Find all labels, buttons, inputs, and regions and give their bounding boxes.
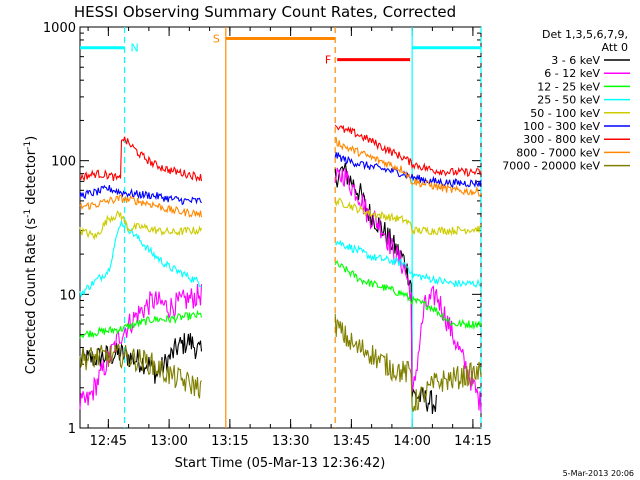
y-axis-label: Corrected Count Rate (s-1 detector-1) [23, 136, 39, 374]
x-tick-label: 14:00 [393, 434, 430, 449]
legend-label: 7000 - 20000 keV [502, 160, 600, 173]
y-axis-label-sup2: -1 [23, 141, 33, 150]
x-tick-label: 12:45 [90, 434, 127, 449]
series-line [79, 136, 203, 183]
legend-label: 50 - 100 keV [530, 107, 600, 120]
y-axis-label-main: Corrected Count Rate (s [24, 218, 39, 375]
series-line [79, 184, 202, 206]
legend-label: 3 - 6 keV [551, 54, 600, 67]
x-tick-label: 13:45 [333, 434, 370, 449]
x-axis-label: Start Time (05-Mar-13 12:36:42) [175, 456, 386, 471]
x-tick-label: 14:15 [454, 434, 491, 449]
series-line [79, 194, 203, 219]
series-line [334, 259, 482, 331]
chart-title: HESSI Observing Summary Count Rates, Cor… [74, 3, 456, 21]
series-line [334, 197, 482, 237]
series-line [79, 220, 202, 297]
legend-label: 25 - 50 keV [537, 94, 600, 107]
legend-label: 800 - 7000 keV [516, 146, 600, 159]
legend-label: 300 - 800 keV [523, 133, 600, 146]
status-bar-label: N [131, 42, 139, 55]
y-tick-label: 1000 [43, 21, 76, 36]
series-line [334, 136, 482, 197]
series-line [79, 283, 203, 410]
legend-label: 6 - 12 keV [544, 67, 600, 80]
series-line [334, 313, 482, 412]
series-line [334, 167, 482, 413]
x-tick-label: 13:00 [150, 434, 187, 449]
series-line [334, 239, 482, 289]
y-tick-label: 100 [51, 155, 76, 170]
x-tick-label: 13:30 [272, 434, 309, 449]
series-line [79, 309, 203, 339]
legend-label: 100 - 300 keV [523, 120, 600, 133]
series-line [334, 124, 482, 177]
legend-header-2: Att 0 [602, 41, 628, 54]
x-tick-label: 13:15 [211, 434, 248, 449]
y-tick-label: 1 [68, 422, 76, 437]
y-axis-label-sup1: -1 [23, 209, 33, 218]
series-line [79, 343, 202, 399]
legend-header-1: Det 1,3,5,6,7,9, [542, 28, 628, 41]
y-tick-label: 10 [59, 288, 76, 303]
plot-area: 1 10 100 1000 12:45 13:00 13:15 13:30 13:45 14:00… [43, 21, 492, 449]
status-bar-label: S [213, 33, 220, 46]
legend-label: 12 - 25 keV [537, 80, 600, 93]
y-axis-label-mid: detector [24, 149, 39, 209]
date-stamp: 5-Mar-2013 20:06 [563, 469, 634, 478]
series-line [79, 210, 203, 241]
y-axis-label-end: ) [24, 136, 39, 141]
status-bar-label: F [325, 54, 331, 67]
series-line [334, 152, 482, 189]
